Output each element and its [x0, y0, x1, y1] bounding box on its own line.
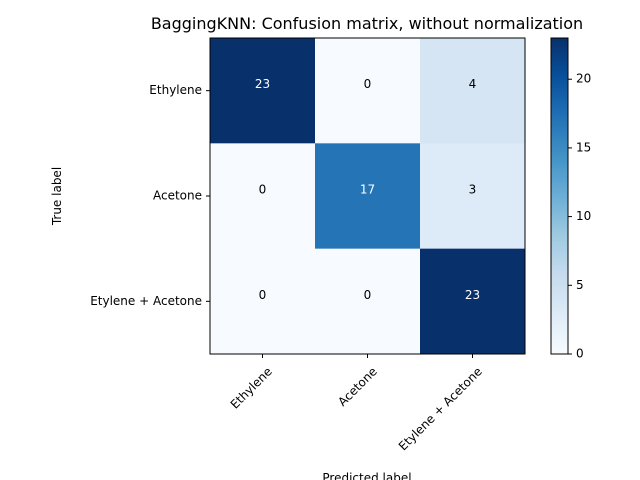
- colorbar-ticks: 0 5 10 15 20: [568, 72, 591, 361]
- cell-value-label: 0: [364, 77, 372, 91]
- x-tick-label: Etylene + Acetone: [396, 364, 485, 453]
- row-tick-labels: Ethylene Acetone Etylene + Acetone: [90, 83, 210, 308]
- x-tick-label: Ethylene: [228, 364, 275, 411]
- colorbar-tick-label: 20: [576, 72, 591, 86]
- cell-value-label: 23: [255, 77, 270, 91]
- column-tick-labels: Ethylene Acetone Etylene + Acetone: [228, 353, 485, 453]
- matrix-cell: [420, 38, 526, 144]
- cell-value-label: 0: [259, 182, 267, 196]
- colorbar-tick-label: 10: [576, 209, 591, 223]
- matrix-cell: [315, 248, 421, 355]
- cell-value-label: 0: [259, 288, 267, 302]
- cell-value-label: 0: [364, 288, 372, 302]
- matrix-cell: [420, 143, 526, 249]
- cell-value-label: 17: [360, 182, 375, 196]
- y-axis-label: True label: [50, 167, 64, 226]
- matrix-cell: [210, 248, 316, 355]
- cell-value-label: 23: [465, 288, 480, 302]
- y-tick-label: Acetone: [153, 188, 202, 202]
- chart-title: BaggingKNN: Confusion matrix, without no…: [151, 14, 583, 33]
- matrix-cell: [420, 248, 526, 355]
- y-tick-label: Etylene + Acetone: [90, 294, 202, 308]
- matrix-cell: [210, 143, 316, 249]
- colorbar-tick-label: 0: [576, 347, 584, 361]
- colorbar: [550, 37, 569, 355]
- colorbar-tick-label: 5: [576, 278, 584, 292]
- cell-value-label: 4: [469, 77, 477, 91]
- x-axis-label: Predicted label: [322, 471, 411, 480]
- matrix-cells: 23 0 4 0 17 3 0 0 23: [210, 38, 526, 355]
- x-tick-label: Acetone: [335, 364, 380, 409]
- matrix-cell: [315, 38, 421, 144]
- colorbar-tick-label: 15: [576, 140, 591, 154]
- matrix-cell: [315, 143, 421, 249]
- y-tick-label: Ethylene: [149, 83, 202, 97]
- cell-value-label: 3: [469, 182, 477, 196]
- matrix-cell: [210, 38, 316, 144]
